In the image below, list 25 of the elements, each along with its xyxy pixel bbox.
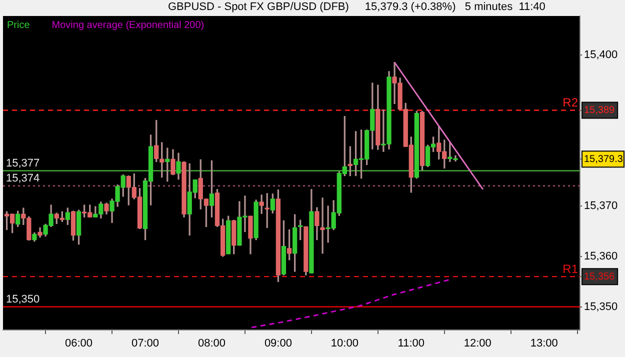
y-tick-label: 15,360 [584,250,618,262]
x-tick-label: 13:00 [530,338,558,350]
text: Price [7,20,30,31]
chart-title: GBPUSD - Spot FX GBP/USD (DFB) [168,1,349,13]
ref-line-label: R1 [562,262,578,276]
x-tick-label: 09:00 [264,338,292,350]
candlestick [320,198,325,254]
x-tick-label: 08:00 [198,338,226,350]
y-tick-label: 15,400 [584,48,618,61]
chart-subtitle: 15,379.3 (+0.38%) 5 minutes 11:40 [364,1,546,13]
x-tick-label: 11:00 [398,338,425,350]
x-tick-label: 06:00 [65,338,93,350]
x-tick-label: 07:00 [131,338,160,350]
x-tick-label: 10:00 [330,338,358,350]
ref-line-label: R2 [562,96,578,110]
text: Moving average (Exponential 200) [52,20,204,31]
ref-line-label: 15,377 [6,157,40,170]
ref-line-label: 15,374 [6,172,40,184]
y-tick-label: 15,389 [584,105,616,116]
y-tick-label: 15,379.3 [584,154,624,165]
ref-line-label: 15,350 [6,293,40,306]
y-tick-label: 15,350 [584,300,618,313]
y-tick-label: 15,370 [584,200,618,212]
x-tick-label: 12:00 [464,338,492,350]
y-tick-label: 15,356 [584,271,616,282]
